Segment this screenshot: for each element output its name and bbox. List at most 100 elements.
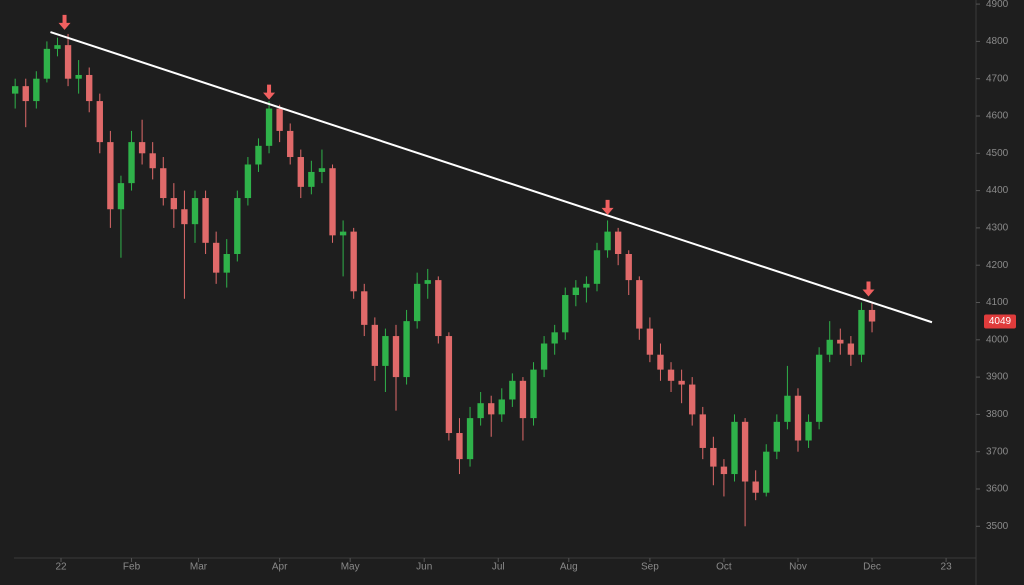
candle-body — [625, 254, 632, 281]
candle-body — [202, 198, 209, 243]
x-tick-label: 23 — [941, 562, 953, 573]
candle-body — [847, 343, 855, 355]
candle-body — [699, 414, 706, 448]
candle-body — [752, 481, 759, 493]
candle-body — [223, 254, 230, 273]
candle-body — [593, 250, 601, 284]
candle-body — [255, 145, 262, 165]
candle-body — [456, 433, 463, 460]
candle-body — [149, 153, 156, 169]
candle-body — [815, 354, 823, 422]
candle-body — [244, 164, 252, 199]
candle-body — [826, 339, 833, 355]
candle-body — [657, 354, 664, 370]
candle-body — [128, 142, 135, 184]
candle-body — [329, 168, 336, 236]
x-tick-label: Jul — [492, 562, 505, 573]
candle-body — [265, 108, 273, 146]
candle-body — [43, 48, 51, 79]
candle-body — [710, 447, 717, 467]
candle-body — [678, 380, 685, 385]
candle-body — [636, 280, 643, 329]
candle-body — [191, 198, 199, 225]
candle-body — [382, 336, 389, 366]
x-tick-label: Sep — [641, 562, 659, 573]
candle-body — [667, 369, 675, 381]
candle-body — [530, 369, 537, 419]
y-tick-label: 4100 — [986, 297, 1009, 308]
candle-body — [297, 157, 304, 187]
candle-body — [741, 421, 749, 482]
candle-body — [805, 421, 812, 441]
candle-body — [318, 168, 326, 172]
y-tick-label: 4500 — [986, 148, 1009, 159]
candle-body — [160, 168, 167, 199]
candle-body — [509, 380, 516, 400]
last-price-box — [984, 314, 1016, 329]
candle-body — [361, 291, 368, 325]
candle-body — [614, 231, 622, 255]
candle-body — [583, 283, 590, 288]
candle-body — [339, 231, 347, 236]
candle-body — [435, 280, 442, 337]
candle-body — [276, 108, 283, 131]
candle-body — [794, 395, 802, 441]
candle-body — [488, 403, 495, 415]
candle-body — [392, 336, 400, 378]
candle-body — [234, 198, 241, 255]
x-tick-label: May — [341, 562, 360, 573]
candle-body — [403, 321, 410, 378]
candle-body — [170, 198, 178, 210]
y-tick-label: 3800 — [986, 409, 1009, 420]
candle-body — [646, 328, 654, 355]
candle-body — [466, 418, 474, 460]
y-tick-label: 4700 — [986, 73, 1009, 84]
candle-body — [22, 86, 29, 102]
candle-body — [181, 209, 188, 225]
candle-body — [117, 183, 125, 210]
candle-body — [96, 101, 103, 143]
candle-body — [11, 86, 19, 94]
candle-body — [138, 142, 146, 154]
y-tick-label: 4400 — [986, 185, 1009, 196]
y-tick-label: 3600 — [986, 484, 1009, 495]
candle-body — [720, 466, 728, 475]
candle-body — [54, 45, 61, 49]
x-tick-label: Feb — [123, 562, 141, 573]
candle-body — [64, 45, 72, 79]
candle-body — [498, 399, 505, 415]
peak-marker — [263, 84, 276, 100]
x-tick-label: Aug — [560, 562, 578, 573]
candle-body — [371, 324, 379, 366]
candle-body — [287, 130, 294, 158]
x-tick-label: 22 — [55, 562, 67, 573]
candle-body — [604, 231, 611, 251]
y-tick-label: 4200 — [986, 260, 1009, 271]
trendline — [50, 31, 933, 324]
candle-body — [689, 384, 696, 415]
x-tick-label: Nov — [789, 562, 807, 573]
peak-marker — [58, 14, 71, 30]
x-tick-label: Oct — [716, 562, 732, 573]
candle-body — [837, 339, 844, 344]
x-tick-label: Dec — [863, 562, 881, 573]
y-tick-label: 3700 — [986, 446, 1009, 457]
y-tick-label: 3900 — [986, 372, 1009, 383]
candle-body — [731, 421, 738, 475]
candle-body — [86, 74, 93, 102]
candle-body — [858, 309, 865, 355]
x-tick-label: Mar — [190, 562, 208, 573]
candle-body — [350, 231, 357, 292]
y-tick-label: 4900 — [986, 0, 1009, 10]
candle-body — [773, 421, 780, 452]
candle-body — [868, 309, 876, 322]
candle-body — [445, 336, 453, 434]
candle-body — [477, 403, 484, 419]
candle-body — [572, 287, 580, 296]
candle-body — [519, 380, 527, 419]
candle-body — [784, 395, 791, 422]
candle-body — [212, 242, 220, 273]
y-tick-label: 4000 — [986, 334, 1009, 345]
